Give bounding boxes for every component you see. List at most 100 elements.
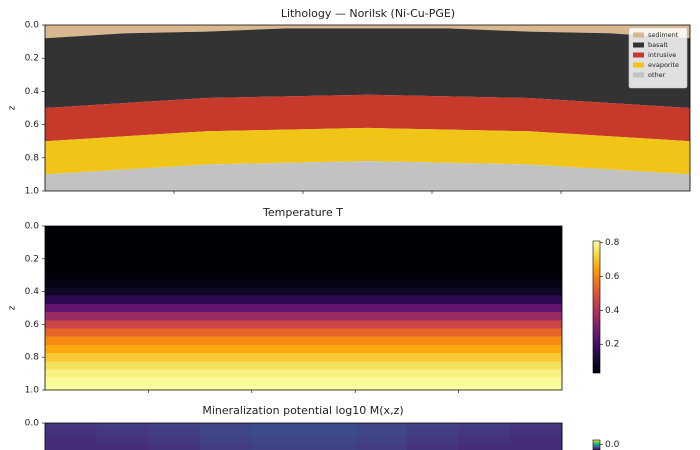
legend-label: intrusive bbox=[648, 51, 676, 59]
legend-swatch bbox=[633, 42, 644, 48]
heatmap-cell bbox=[355, 423, 408, 428]
y-tick-label: 0.8 bbox=[25, 153, 40, 163]
area-layer bbox=[45, 28, 690, 108]
heatmap-cell bbox=[148, 423, 201, 428]
heatmap-row bbox=[45, 312, 562, 321]
colorbar-tick-label: 0.4 bbox=[605, 306, 620, 316]
legend-swatch bbox=[633, 62, 644, 68]
heatmap-row bbox=[45, 279, 562, 288]
heatmap-row bbox=[45, 254, 562, 264]
heatmap-cell bbox=[303, 423, 356, 428]
heatmap-row bbox=[45, 230, 562, 239]
chart-title: Mineralization potential log10 M(x,z) bbox=[202, 404, 403, 417]
y-tick-label: 0.6 bbox=[25, 320, 40, 330]
heatmap-row bbox=[45, 262, 562, 272]
heatmap-row bbox=[45, 320, 562, 329]
area-layer bbox=[45, 127, 690, 175]
heatmap-row bbox=[45, 271, 562, 280]
y-tick-label: 1.0 bbox=[25, 187, 40, 197]
heatmap-cell bbox=[96, 427, 149, 436]
heatmap-cell bbox=[200, 443, 253, 450]
heatmap-cell bbox=[406, 427, 460, 436]
heatmap-row bbox=[45, 385, 562, 391]
y-tick-label: 0.0 bbox=[25, 21, 40, 31]
heatmap-cell bbox=[200, 423, 253, 428]
heatmap-cell bbox=[96, 423, 149, 428]
chart-title: Temperature T bbox=[262, 206, 343, 219]
chart-title: Lithology — Norilsk (Ni-Cu-PGE) bbox=[281, 7, 455, 20]
heatmap-cell bbox=[355, 427, 408, 436]
y-tick-label: 0.4 bbox=[25, 87, 40, 97]
heatmap-row bbox=[45, 226, 562, 231]
heatmap-row bbox=[45, 303, 562, 313]
heatmap-cell bbox=[510, 423, 563, 428]
legend-label: other bbox=[648, 71, 666, 79]
heatmap-cell bbox=[303, 435, 356, 445]
heatmap-cell bbox=[303, 443, 356, 450]
heatmap-cell bbox=[148, 443, 201, 450]
heatmap-cell bbox=[510, 443, 563, 450]
y-tick-label: 0.0 bbox=[25, 222, 40, 232]
heatmap-row bbox=[45, 246, 562, 256]
heatmap-cell bbox=[96, 435, 149, 445]
colorbar bbox=[592, 240, 601, 374]
y-axis-label: z bbox=[8, 105, 18, 110]
heatmap-cell bbox=[148, 435, 201, 445]
heatmap-cell bbox=[303, 427, 356, 436]
legend-swatch bbox=[633, 32, 644, 38]
heatmap-cell bbox=[458, 423, 511, 428]
heatmap-cell bbox=[200, 435, 253, 445]
legend-label: basalt bbox=[648, 41, 668, 49]
legend-label: sediment bbox=[648, 31, 679, 39]
y-tick-label: 1.0 bbox=[25, 386, 40, 396]
colorbar-tick-label: 0.2 bbox=[605, 340, 619, 350]
colorbar-tick-label: 0.6 bbox=[605, 272, 620, 282]
plot-frame bbox=[44, 24, 691, 192]
heatmap-cell bbox=[406, 423, 460, 428]
heatmap-row bbox=[45, 353, 562, 362]
plot-area bbox=[45, 226, 562, 391]
heatmap-cell bbox=[251, 435, 304, 445]
heatmap-cell bbox=[45, 423, 98, 428]
y-tick-label: 0.4 bbox=[25, 287, 40, 297]
heatmap-cell bbox=[510, 435, 563, 445]
heatmap-cell bbox=[200, 427, 253, 436]
y-tick-label: 0.2 bbox=[25, 254, 39, 264]
y-tick-label: 0.0 bbox=[25, 419, 40, 429]
colorbar bbox=[592, 439, 601, 450]
heatmap-cell bbox=[406, 443, 460, 450]
heatmap-row bbox=[45, 369, 562, 379]
heatmap-row bbox=[45, 344, 562, 354]
legend-swatch bbox=[633, 72, 644, 78]
heatmap-cell bbox=[45, 427, 98, 436]
heatmap-row bbox=[45, 328, 562, 338]
colorbar-tick-label: 0.8 bbox=[605, 238, 620, 248]
plot-frame bbox=[44, 225, 563, 391]
heatmap-row bbox=[45, 287, 562, 297]
heatmap-row bbox=[45, 336, 562, 346]
y-tick-label: 0.8 bbox=[25, 353, 40, 363]
heatmap-row bbox=[45, 377, 562, 387]
heatmap-row bbox=[45, 238, 562, 247]
heatmap-cell bbox=[458, 427, 511, 436]
plot-area bbox=[45, 25, 690, 191]
y-axis-label: z bbox=[8, 305, 18, 310]
heatmap-cell bbox=[355, 435, 408, 445]
heatmap-cell bbox=[406, 435, 460, 445]
legend-label: evaporite bbox=[648, 61, 679, 69]
legend: sediment basalt intrusive evaporite other bbox=[628, 27, 688, 89]
heatmap-cell bbox=[458, 435, 511, 445]
colorbar-tick-label: 0.0 bbox=[605, 440, 620, 450]
heatmap-cell bbox=[355, 443, 408, 450]
heatmap-cell bbox=[458, 443, 511, 450]
heatmap-row bbox=[45, 295, 562, 305]
area-layer bbox=[45, 94, 690, 142]
heatmap-cell bbox=[45, 435, 98, 445]
y-tick-label: 0.2 bbox=[25, 54, 39, 64]
heatmap-cell bbox=[251, 443, 304, 450]
area-layer bbox=[45, 161, 690, 191]
heatmap-row bbox=[45, 361, 562, 370]
heatmap-cell bbox=[45, 443, 98, 450]
plot-area bbox=[45, 423, 563, 450]
